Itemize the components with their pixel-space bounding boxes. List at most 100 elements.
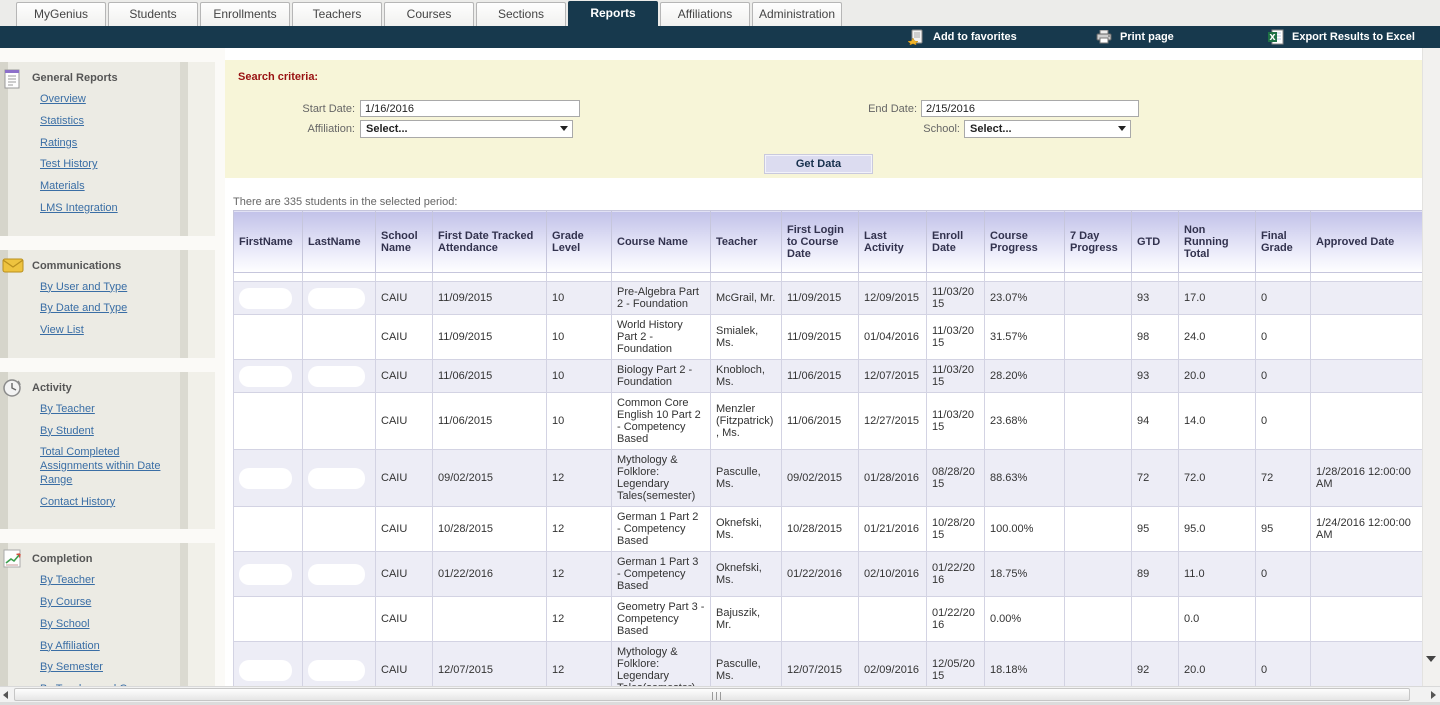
- chart-icon: [2, 549, 24, 572]
- firstname-cell-redacted: [233, 596, 303, 642]
- column-header-course-name[interactable]: Course Name: [611, 210, 711, 273]
- tab-reports[interactable]: Reports: [568, 1, 658, 26]
- name-redaction-blob: [308, 467, 366, 489]
- column-header-school-name[interactable]: School Name: [375, 210, 433, 273]
- cell-first-date-tracked-attendance: 12/07/2015: [432, 641, 547, 686]
- table-row[interactable]: CAIU 11/09/2015 10 World History Part 2 - F…: [233, 314, 1422, 360]
- cell-non-running-total: 14.0: [1178, 392, 1256, 450]
- affiliation-select[interactable]: Select...: [360, 120, 573, 138]
- column-header-firstname[interactable]: FirstName: [233, 210, 303, 273]
- sidebar-link-lms-integration[interactable]: LMS Integration: [40, 201, 118, 214]
- tab-enrollments[interactable]: Enrollments: [200, 2, 290, 26]
- sidebar-link-by-affiliation[interactable]: By Affiliation: [40, 639, 100, 652]
- horizontal-scrollbar[interactable]: [0, 686, 1440, 702]
- cell-course-name: Biology Part 2 - Foundation: [611, 359, 711, 393]
- column-header-lastname[interactable]: LastName: [302, 210, 376, 273]
- tab-sections[interactable]: Sections: [476, 2, 566, 26]
- table-row[interactable]: CAIU 12 Geometry Part 3 - Competency Based…: [233, 596, 1422, 642]
- get-data-button[interactable]: Get Data: [764, 154, 873, 174]
- column-header-last-activity[interactable]: Last Activity: [858, 210, 927, 273]
- cell-enroll-date: 12/05/2015: [926, 641, 985, 686]
- cell-first-date-tracked-attendance: [432, 596, 547, 642]
- column-header-first-login-to-course-date[interactable]: First Login to Course Date: [781, 210, 859, 273]
- sidebar-link-materials[interactable]: Materials: [40, 180, 85, 192]
- tab-administration[interactable]: Administration: [752, 2, 842, 26]
- cell-last-activity: 12/07/2015: [858, 359, 927, 393]
- cell-7-day-progress: [1064, 596, 1132, 642]
- start-date-input[interactable]: [360, 100, 580, 117]
- sidebar-link-by-teacher[interactable]: By Teacher: [40, 574, 95, 587]
- export-to-excel-button[interactable]: X Export Results to Excel: [1268, 26, 1415, 48]
- sidebar-link-contact-history[interactable]: Contact History: [40, 495, 116, 508]
- cell-approved-date: [1310, 359, 1422, 393]
- vertical-scrollbar[interactable]: [1422, 48, 1440, 686]
- column-header-approved-date[interactable]: Approved Date: [1310, 210, 1422, 273]
- add-to-favorites-button[interactable]: Add to favorites: [908, 26, 1017, 48]
- search-criteria-title: Search criteria:: [238, 71, 319, 83]
- tab-teachers[interactable]: Teachers: [292, 2, 382, 26]
- cell-last-activity: 12/09/2015: [858, 281, 927, 315]
- sidebar-link-by-teacher[interactable]: By Teacher: [40, 402, 95, 415]
- cell-gtd: [1131, 596, 1179, 642]
- cell-first-login-to-course-date: 11/09/2015: [781, 314, 859, 360]
- cell-non-running-total: 20.0: [1178, 359, 1256, 393]
- column-header-enroll-date[interactable]: Enroll Date: [926, 210, 985, 273]
- school-select[interactable]: Select...: [964, 120, 1131, 138]
- sidebar-link-view-list[interactable]: View List: [40, 324, 84, 336]
- sidebar-link-by-student[interactable]: By Student: [40, 424, 94, 437]
- name-redaction-blob: [308, 518, 366, 540]
- cell-course-progress: 18.18%: [984, 641, 1065, 686]
- print-page-button[interactable]: Print page: [1096, 26, 1174, 48]
- cell-first-login-to-course-date: 10/28/2015: [781, 506, 859, 552]
- firstname-cell-redacted: [233, 551, 303, 597]
- table-row[interactable]: CAIU 09/02/2015 12 Mythology & Folklore: Le…: [233, 449, 1422, 507]
- sidebar-link-by-course[interactable]: By Course: [40, 596, 92, 608]
- tab-students[interactable]: Students: [108, 2, 198, 26]
- sidebar-link-by-user-and-type[interactable]: By User and Type: [40, 280, 128, 293]
- column-header-gtd[interactable]: GTD: [1131, 210, 1179, 273]
- tab-affiliations[interactable]: Affiliations: [660, 2, 750, 26]
- sidebar-section-communications: Communications By User and Type By Date an…: [0, 249, 215, 358]
- sidebar-link-statistics[interactable]: Statistics: [40, 114, 85, 127]
- sidebar-link-overview[interactable]: Overview: [40, 93, 86, 105]
- cell-teacher: Knobloch, Ms.: [710, 359, 782, 393]
- sidebar-link-by-school[interactable]: By School: [40, 617, 90, 630]
- cell-enroll-date: 08/28/2015: [926, 449, 985, 507]
- column-header-grade-level[interactable]: Grade Level: [546, 210, 612, 273]
- cell-teacher: Pasculle, Ms.: [710, 641, 782, 686]
- table-row[interactable]: CAIU 10/28/2015 12 German 1 Part 2 - Compet…: [233, 506, 1422, 552]
- end-date-input[interactable]: [921, 100, 1139, 117]
- column-header-teacher[interactable]: Teacher: [710, 210, 782, 273]
- table-row[interactable]: CAIU 11/09/2015 10 Pre-Algebra Part 2 - Fou…: [233, 281, 1422, 315]
- cell-teacher: Menzler (Fitzpatrick), Ms.: [710, 392, 782, 450]
- sidebar-link-total-completed-assignments-within-date-range[interactable]: Total Completed Assignments within Date …: [40, 446, 161, 486]
- horizontal-scrollbar-thumb[interactable]: [14, 688, 1410, 701]
- scroll-right-arrow-icon[interactable]: [1431, 691, 1436, 699]
- sidebar-section-title: General Reports: [32, 72, 118, 84]
- cell-first-login-to-course-date: [781, 596, 859, 642]
- tab-courses[interactable]: Courses: [384, 2, 474, 26]
- column-header-non-running-total[interactable]: Non Running Total: [1178, 210, 1256, 273]
- lastname-cell-redacted: [302, 641, 376, 686]
- column-header-first-date-tracked-attendance[interactable]: First Date Tracked Attendance: [432, 210, 547, 273]
- sidebar-link-by-semester[interactable]: By Semester: [40, 661, 103, 674]
- firstname-cell-redacted: [233, 392, 303, 450]
- table-row[interactable]: CAIU 11/06/2015 10 Biology Part 2 - Foundat…: [233, 359, 1422, 393]
- column-header-7-day-progress[interactable]: 7 Day Progress: [1064, 210, 1132, 273]
- table-row[interactable]: CAIU 12/07/2015 12 Mythology & Folklore: Le…: [233, 641, 1422, 686]
- sidebar-link-by-date-and-type[interactable]: By Date and Type: [40, 302, 128, 315]
- scroll-left-arrow-icon[interactable]: [3, 691, 8, 699]
- column-header-course-progress[interactable]: Course Progress: [984, 210, 1065, 273]
- table-row[interactable]: CAIU 11/06/2015 10 Common Core English 10 P…: [233, 392, 1422, 450]
- column-header-final-grade[interactable]: Final Grade: [1255, 210, 1311, 273]
- sidebar-section-completion: Completion By Teacher By Course By School By…: [0, 543, 215, 686]
- name-redaction-blob: [239, 410, 293, 432]
- sidebar-link-ratings[interactable]: Ratings: [40, 136, 78, 149]
- firstname-cell-redacted: [233, 641, 303, 686]
- sidebar-link-test-history[interactable]: Test History: [40, 158, 98, 171]
- cell-course-name: Geometry Part 3 - Competency Based: [611, 596, 711, 642]
- tab-mygenius[interactable]: MyGenius: [16, 2, 106, 26]
- sidebar-link-by-teacher-and-course[interactable]: By Teacher and Course: [40, 683, 171, 686]
- scroll-down-arrow-icon[interactable]: [1426, 656, 1436, 662]
- table-row[interactable]: CAIU 01/22/2016 12 German 1 Part 3 - Compet…: [233, 551, 1422, 597]
